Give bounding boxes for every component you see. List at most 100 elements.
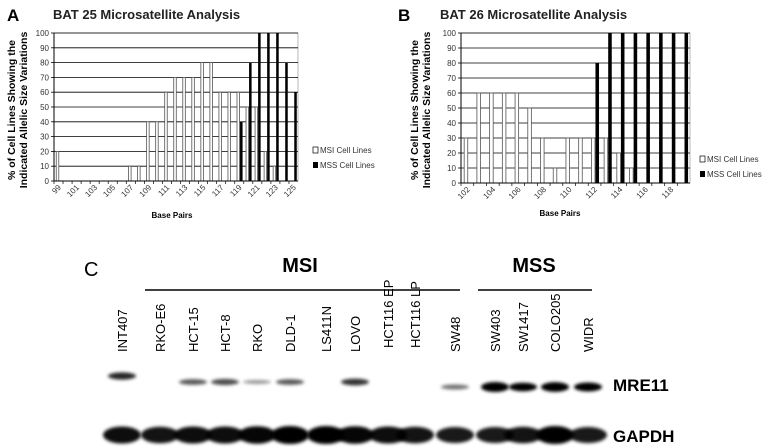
protein-label-gapdh: GAPDH [613, 427, 674, 446]
y-tick-label: 0 [452, 179, 457, 188]
y-tick-label: 90 [447, 44, 456, 53]
y-tick-label: 40 [447, 119, 456, 128]
y-tick-label: 30 [40, 133, 49, 142]
lane: HCT116 LP [396, 281, 434, 444]
y-axis-label-b-line2: Indicated Allelic Size Variations [421, 32, 433, 189]
y-tick-label: 30 [447, 134, 456, 143]
band-gapdh [504, 426, 542, 444]
lane: COLO205 [536, 293, 574, 444]
y-axis-label-a-line1: % of Cell Lines Showing the [6, 40, 18, 180]
lane: SW1417 [504, 302, 542, 444]
lane-label: WIDR [581, 317, 596, 352]
bar-msi [578, 137, 583, 184]
x-tick-label: 125 [282, 183, 298, 199]
legend-swatch-msi-b [699, 155, 706, 163]
x-tick-label: 116 [634, 185, 650, 201]
band-mre11 [541, 382, 569, 392]
x-tick-label: 119 [228, 183, 244, 199]
group-label-mss: MSS [512, 255, 555, 277]
y-tick-label: 90 [40, 44, 49, 53]
panel-label-a: A [7, 6, 19, 25]
bar-mss [249, 62, 252, 181]
x-tick-label: 110 [558, 185, 574, 201]
bar-msi [155, 121, 159, 182]
bar-msi [565, 137, 570, 184]
legend-label-mss-b: MSS Cell Lines [707, 170, 762, 179]
group-label-msi: MSI [282, 255, 318, 277]
lane-label: INT407 [115, 309, 130, 352]
bar-msi [209, 62, 213, 182]
lane-label: DLD-1 [283, 314, 298, 352]
band-gapdh [476, 427, 514, 443]
band-gapdh [307, 426, 345, 444]
x-tick-label: 117 [210, 183, 226, 199]
lane: SW48 [436, 317, 474, 443]
x-tick-label: 105 [101, 183, 117, 199]
x-axis-label-a: Base Pairs [152, 211, 193, 220]
lane: HCT116 EP [369, 280, 407, 444]
bar-msi [182, 77, 186, 182]
bar-msi [164, 91, 168, 182]
x-tick-label: 107 [119, 183, 135, 199]
legend-label-mss-a: MSS Cell Lines [320, 161, 375, 170]
lane-label: HCT116 LP [408, 281, 423, 348]
bar-msi [245, 106, 249, 182]
chart-bat25: A BAT 25 Microsatellite Analysis % of Ce… [6, 6, 375, 220]
y-tick-label: 100 [36, 29, 50, 38]
bar-msi [501, 92, 507, 184]
bar-msi [254, 106, 259, 182]
legend-swatch-msi-a [312, 146, 319, 154]
y-tick-label: 0 [45, 177, 50, 186]
bar-msi [191, 77, 195, 182]
bar-mss [258, 33, 261, 181]
legend-swatch-mss-a [313, 162, 318, 168]
y-tick-label: 60 [40, 88, 49, 97]
bar-mss [671, 33, 676, 183]
lane: HCT-15 [174, 307, 212, 444]
bar-mss [240, 121, 243, 181]
y-tick-label: 40 [40, 118, 49, 127]
bar-msi [476, 92, 481, 184]
y-tick-label: 50 [40, 103, 49, 112]
lane-label: SW403 [488, 309, 503, 352]
bar-msi [227, 91, 231, 182]
bar-mss [267, 33, 270, 181]
band-gapdh [336, 426, 374, 444]
y-axis-label-a-line2: Indicated Allelic Size Variations [18, 32, 30, 189]
y-tick-label: 50 [447, 104, 456, 113]
bar-msi [527, 107, 532, 184]
bar-msi [146, 121, 150, 182]
lane-label: RKO-E6 [153, 304, 168, 352]
band-gapdh [238, 426, 276, 444]
bar-msi [236, 91, 240, 182]
band-mre11 [211, 378, 239, 386]
band-gapdh [536, 426, 574, 444]
bar-msi [137, 165, 141, 182]
x-tick-label: 123 [264, 183, 280, 199]
y-axis-label-b-line1: % of Cell Lines Showing the [409, 40, 421, 180]
bar-msi [616, 152, 621, 184]
bar-mss [646, 33, 650, 183]
lane-label: SW48 [448, 317, 463, 352]
bar-msi [218, 91, 222, 182]
band-mre11 [276, 379, 304, 385]
lane: INT407 [103, 309, 141, 444]
lane-label: LOVO [348, 316, 363, 352]
bar-msi [629, 167, 634, 184]
x-tick-label: 106 [507, 185, 523, 201]
y-tick-label: 70 [40, 73, 49, 82]
panel-label-b: B [398, 6, 410, 25]
x-tick-label: 114 [609, 185, 625, 201]
bar-msi [55, 150, 60, 182]
x-tick-label: 115 [192, 183, 208, 199]
plot-area-b: 0 10 20 30 40 50 60 70 80 90 100 102 104 106 108 110 112… [443, 29, 691, 201]
bar-mss [608, 33, 612, 183]
bar-mss [285, 62, 288, 181]
lane-label: HCT-15 [186, 307, 201, 352]
band-gapdh [103, 426, 141, 444]
band-gapdh [141, 426, 179, 444]
bar-mss [633, 33, 638, 183]
chart-bat26: B BAT 26 Microsatellite Analysis % of Ce… [398, 6, 762, 218]
x-tick-label: 102 [456, 185, 472, 201]
